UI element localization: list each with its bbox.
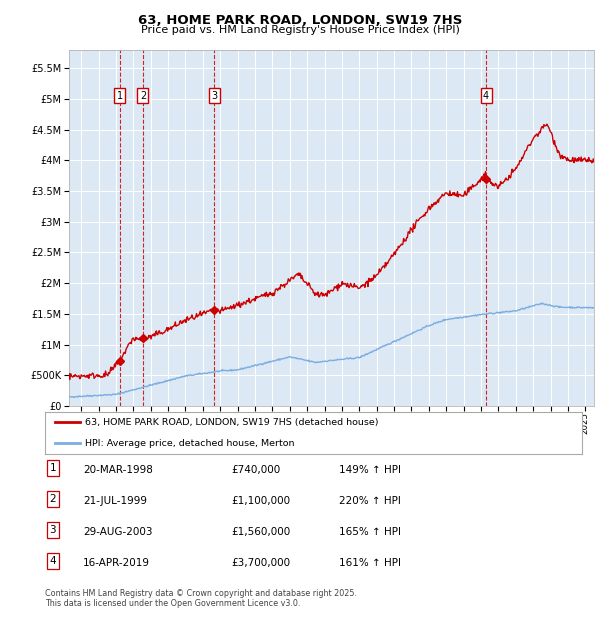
Text: 3: 3 xyxy=(49,525,56,535)
Text: Price paid vs. HM Land Registry's House Price Index (HPI): Price paid vs. HM Land Registry's House … xyxy=(140,25,460,35)
Text: 29-AUG-2003: 29-AUG-2003 xyxy=(83,527,152,537)
Text: Contains HM Land Registry data © Crown copyright and database right 2025.
This d: Contains HM Land Registry data © Crown c… xyxy=(45,589,357,608)
Text: 20-MAR-1998: 20-MAR-1998 xyxy=(83,465,152,475)
Text: 16-APR-2019: 16-APR-2019 xyxy=(83,558,150,568)
Text: 1: 1 xyxy=(116,91,123,100)
Text: 165% ↑ HPI: 165% ↑ HPI xyxy=(339,527,401,537)
Text: £1,100,000: £1,100,000 xyxy=(231,496,290,506)
Text: 161% ↑ HPI: 161% ↑ HPI xyxy=(339,558,401,568)
Text: 149% ↑ HPI: 149% ↑ HPI xyxy=(339,465,401,475)
Text: 2: 2 xyxy=(140,91,146,100)
Text: 21-JUL-1999: 21-JUL-1999 xyxy=(83,496,147,506)
Text: 4: 4 xyxy=(49,556,56,566)
Text: £3,700,000: £3,700,000 xyxy=(231,558,290,568)
Text: HPI: Average price, detached house, Merton: HPI: Average price, detached house, Mert… xyxy=(85,439,295,448)
Text: 63, HOME PARK ROAD, LONDON, SW19 7HS (detached house): 63, HOME PARK ROAD, LONDON, SW19 7HS (de… xyxy=(85,418,379,427)
Text: 3: 3 xyxy=(211,91,217,100)
Text: 1: 1 xyxy=(49,463,56,473)
Text: 220% ↑ HPI: 220% ↑ HPI xyxy=(339,496,401,506)
Text: 2: 2 xyxy=(49,494,56,504)
Text: £740,000: £740,000 xyxy=(231,465,280,475)
Text: 63, HOME PARK ROAD, LONDON, SW19 7HS: 63, HOME PARK ROAD, LONDON, SW19 7HS xyxy=(138,14,462,27)
Text: 4: 4 xyxy=(483,91,489,100)
Text: £1,560,000: £1,560,000 xyxy=(231,527,290,537)
